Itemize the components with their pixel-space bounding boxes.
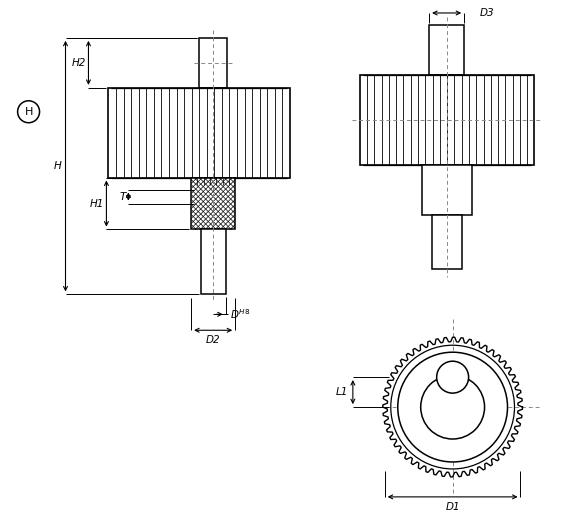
Bar (360, 75, 534, 165)
Text: L1: L1 (336, 387, 348, 397)
Bar (422, 165, 471, 214)
Bar (108, 88, 290, 177)
Circle shape (398, 352, 508, 462)
Text: H1: H1 (89, 199, 104, 209)
Text: D1: D1 (445, 502, 460, 512)
Text: H: H (54, 161, 61, 171)
Circle shape (436, 361, 469, 393)
Text: T: T (119, 191, 126, 202)
Text: $D^{H8}$: $D^{H8}$ (230, 307, 250, 321)
Bar (191, 177, 235, 229)
Bar (199, 38, 227, 88)
Bar (432, 214, 462, 269)
Text: D3: D3 (480, 8, 495, 18)
Bar (201, 229, 226, 294)
Bar (429, 25, 464, 75)
Text: D2: D2 (206, 335, 221, 345)
Circle shape (421, 375, 485, 439)
Text: H: H (24, 107, 33, 117)
Text: H2: H2 (71, 58, 86, 68)
